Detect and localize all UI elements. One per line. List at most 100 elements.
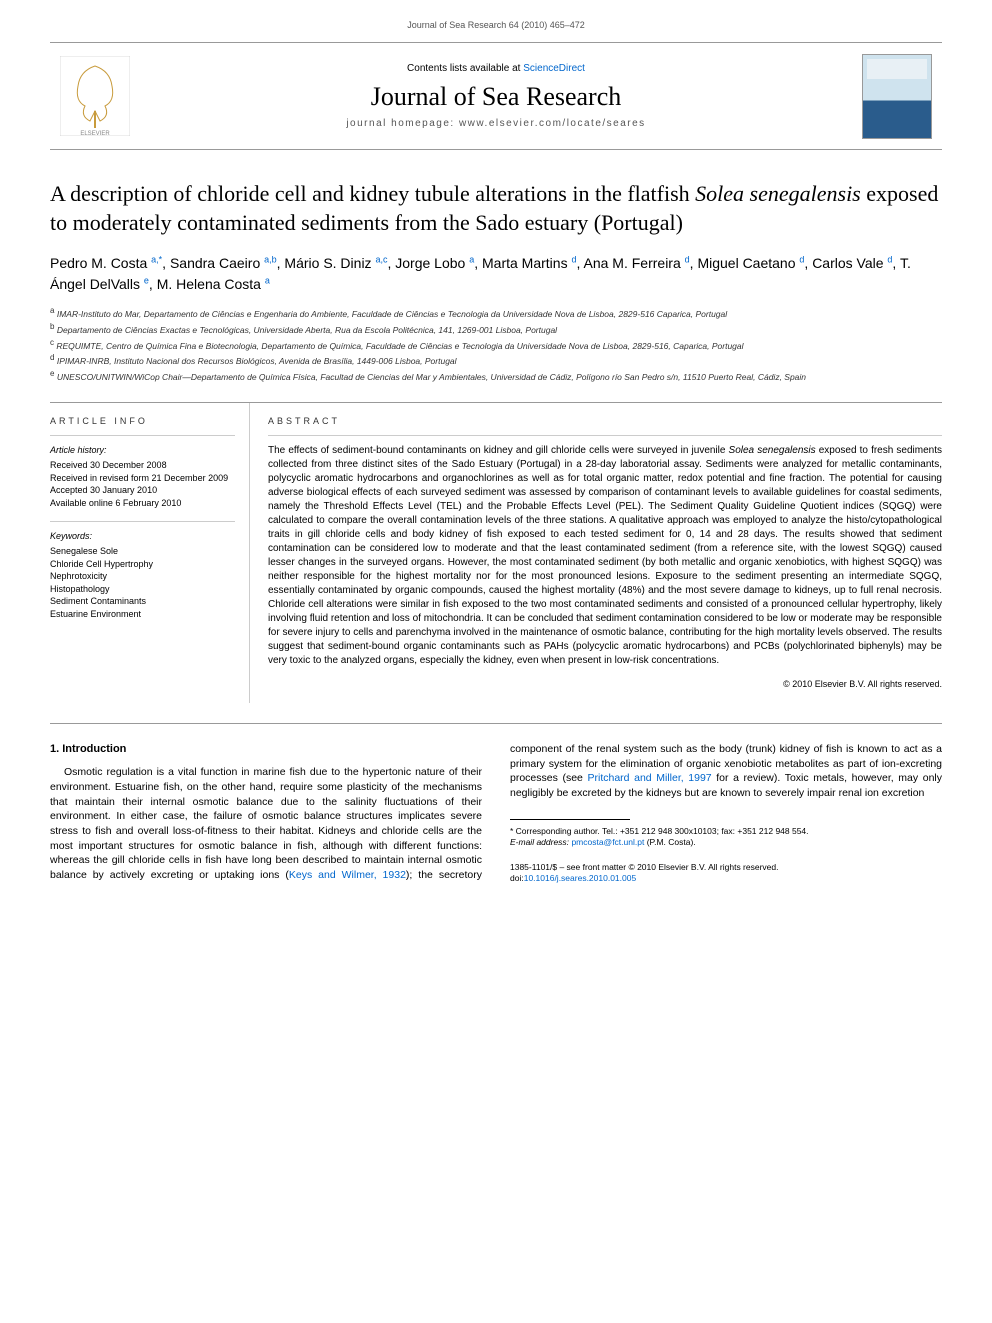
author-name: Jorge Lobo xyxy=(395,255,465,271)
abstract-panel: abstract The effects of sediment-bound c… xyxy=(250,403,942,703)
author-name: M. Helena Costa xyxy=(157,276,261,292)
doi-label: doi: xyxy=(510,873,524,883)
abstract-post: exposed to fresh sediments collected fro… xyxy=(268,445,942,666)
divider xyxy=(50,435,235,436)
author: Jorge Lobo a xyxy=(395,255,474,271)
corresponding-author-note: * Corresponding author. Tel.: +351 212 9… xyxy=(510,826,942,837)
journal-homepage-line: journal homepage: www.elsevier.com/locat… xyxy=(140,118,852,129)
affiliation: c REQUIMTE, Centro de Química Fina e Bio… xyxy=(50,337,942,353)
author: Ana M. Ferreira d xyxy=(584,255,690,271)
author-affil-sup: d xyxy=(887,255,892,265)
abstract-text: The effects of sediment-bound contaminan… xyxy=(268,444,942,668)
author-name: Marta Martins xyxy=(482,255,568,271)
divider xyxy=(268,435,942,436)
author: Mário S. Diniz a,c xyxy=(284,255,387,271)
author-name: Ana M. Ferreira xyxy=(584,255,681,271)
intro-heading: 1. Introduction xyxy=(50,742,482,757)
footnote-rule xyxy=(510,819,630,820)
article-title: A description of chloride cell and kidne… xyxy=(50,180,942,237)
intro-text-b: ); the secretory component of the renal … xyxy=(406,743,942,881)
abstract-pre: The effects of sediment-bound contaminan… xyxy=(268,445,729,456)
svg-text:ELSEVIER: ELSEVIER xyxy=(80,131,110,136)
journal-cover-thumbnail xyxy=(862,54,932,139)
affil-key: e xyxy=(50,369,54,378)
keyword-item: Nephrotoxicity xyxy=(50,570,235,583)
info-abstract-row: article info Article history: Received 3… xyxy=(50,402,942,703)
author-affil-sup: e xyxy=(144,276,149,286)
affiliation: d IPIMAR-INRB, Instituto Nacional dos Re… xyxy=(50,352,942,368)
publisher-logo-slot: ELSEVIER xyxy=(50,51,140,141)
affil-text: IPIMAR-INRB, Instituto Nacional dos Recu… xyxy=(57,356,457,366)
article-info-panel: article info Article history: Received 3… xyxy=(50,403,250,703)
affil-text: Departamento de Ciências Exactas e Tecno… xyxy=(57,325,557,335)
affil-key: d xyxy=(50,353,54,362)
journal-name: Journal of Sea Research xyxy=(140,82,852,112)
keyword-item: Senegalese Sole xyxy=(50,545,235,558)
author: Marta Martins d xyxy=(482,255,576,271)
author-affil-sup: d xyxy=(571,255,576,265)
keyword-item: Histopathology xyxy=(50,583,235,596)
article-history: Article history: Received 30 December 20… xyxy=(50,444,235,509)
history-item: Available online 6 February 2010 xyxy=(50,497,235,510)
abstract-heading: abstract xyxy=(268,415,942,428)
history-item: Accepted 30 January 2010 xyxy=(50,484,235,497)
journal-banner: ELSEVIER Contents lists available at Sci… xyxy=(50,42,942,150)
citation-link[interactable]: Pritchard and Miller, 1997 xyxy=(588,772,712,784)
doi-line: doi:10.1016/j.seares.2010.01.005 xyxy=(510,873,942,884)
journal-cover-slot xyxy=(852,51,942,141)
issn-line: 1385-1101/$ – see front matter © 2010 El… xyxy=(510,862,942,873)
section-divider xyxy=(50,723,942,724)
title-species-italic: Solea senegalensis xyxy=(695,181,861,206)
author: Miguel Caetano d xyxy=(697,255,804,271)
author-affil-sup: d xyxy=(799,255,804,265)
affil-key: a xyxy=(50,306,54,315)
author-affil-sup: a,b xyxy=(264,255,277,265)
citation-link[interactable]: Keys and Wilmer, 1932 xyxy=(289,869,406,881)
author: M. Helena Costa a xyxy=(157,276,270,292)
doi-link[interactable]: 10.1016/j.seares.2010.01.005 xyxy=(524,873,636,883)
keyword-item: Sediment Contaminants xyxy=(50,595,235,608)
history-item: Received 30 December 2008 xyxy=(50,459,235,472)
author: Sandra Caeiro a,b xyxy=(170,255,277,271)
affil-key: c xyxy=(50,338,54,347)
email-line: E-mail address: pmcosta@fct.unl.pt (P.M.… xyxy=(510,837,942,848)
page-footer: 1385-1101/$ – see front matter © 2010 El… xyxy=(510,862,942,884)
affil-key: b xyxy=(50,322,54,331)
author-list: Pedro M. Costa a,*, Sandra Caeiro a,b, M… xyxy=(50,253,942,295)
keywords-label: Keywords: xyxy=(50,530,235,543)
title-part-pre: A description of chloride cell and kidne… xyxy=(50,181,695,206)
email-label: E-mail address: xyxy=(510,837,569,847)
divider xyxy=(50,521,235,522)
history-label: Article history: xyxy=(50,444,235,457)
intro-text-a: Osmotic regulation is a vital function i… xyxy=(50,766,482,881)
author: Pedro M. Costa a,* xyxy=(50,255,162,271)
author-affil-sup: a,c xyxy=(375,255,387,265)
author-affil-sup: a xyxy=(265,276,270,286)
abstract-species-italic: Solea senegalensis xyxy=(729,445,816,456)
affil-text: UNESCO/UNITWIN/WiCop Chair—Departamento … xyxy=(57,372,806,382)
footnotes: * Corresponding author. Tel.: +351 212 9… xyxy=(510,826,942,848)
running-header: Journal of Sea Research 64 (2010) 465–47… xyxy=(50,20,942,30)
affil-text: IMAR-Instituto do Mar, Departamento de C… xyxy=(57,309,727,319)
keyword-item: Chloride Cell Hypertrophy xyxy=(50,558,235,571)
keywords-block: Keywords: Senegalese Sole Chloride Cell … xyxy=(50,530,235,620)
affil-text: REQUIMTE, Centro de Química Fina e Biote… xyxy=(56,340,743,350)
author-name: Sandra Caeiro xyxy=(170,255,260,271)
author-affil-sup: a xyxy=(469,255,474,265)
author-name: Pedro M. Costa xyxy=(50,255,147,271)
email-suffix: (P.M. Costa). xyxy=(644,837,695,847)
banner-center: Contents lists available at ScienceDirec… xyxy=(140,63,852,129)
author-name: Carlos Vale xyxy=(812,255,883,271)
email-link[interactable]: pmcosta@fct.unl.pt xyxy=(571,837,644,847)
article-info-heading: article info xyxy=(50,415,235,428)
author-affil-sup: a,* xyxy=(151,255,162,265)
keyword-item: Estuarine Environment xyxy=(50,608,235,621)
affiliation: b Departamento de Ciências Exactas e Tec… xyxy=(50,321,942,337)
affiliation-list: a IMAR-Instituto do Mar, Departamento de… xyxy=(50,305,942,384)
history-item: Received in revised form 21 December 200… xyxy=(50,472,235,485)
author-name: Miguel Caetano xyxy=(697,255,795,271)
body-two-column: 1. Introduction Osmotic regulation is a … xyxy=(50,742,942,884)
sciencedirect-link[interactable]: ScienceDirect xyxy=(523,63,585,74)
affiliation: a IMAR-Instituto do Mar, Departamento de… xyxy=(50,305,942,321)
elsevier-tree-icon: ELSEVIER xyxy=(60,56,130,136)
